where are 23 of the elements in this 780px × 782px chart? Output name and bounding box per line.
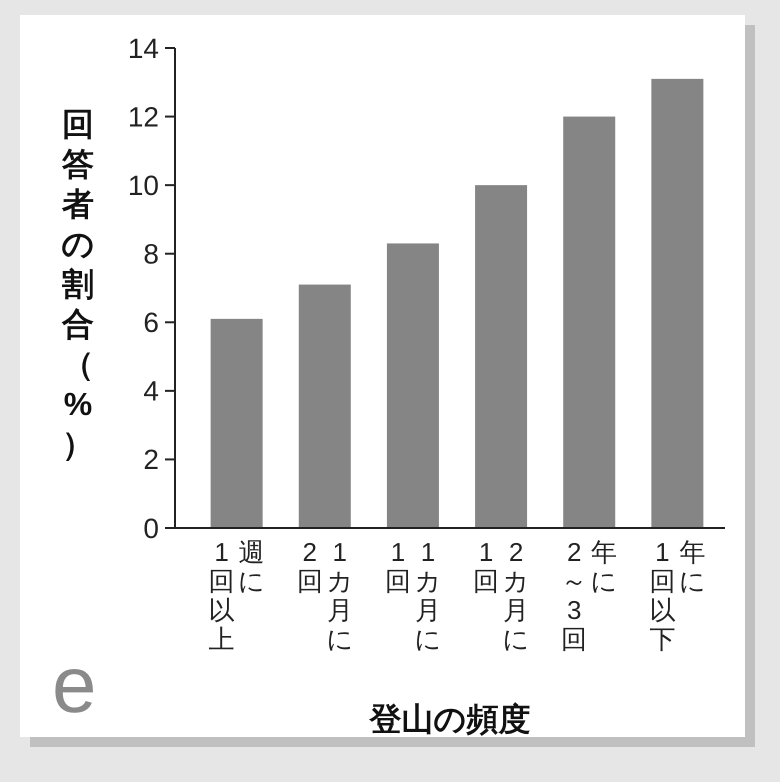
- text: e: [52, 640, 96, 729]
- y-tick-label: 12: [128, 101, 159, 132]
- bar: [386, 243, 439, 528]
- y-tick-label: 8: [143, 238, 159, 270]
- y-tick-label: 6: [143, 307, 159, 338]
- category-label: 2カ月に 1回: [473, 537, 530, 654]
- bar: [651, 78, 704, 528]
- y-tick-label: 4: [143, 376, 159, 407]
- x-tick-label: 年に 2～3回: [561, 537, 618, 654]
- x-tick-label: 年に 1回以下: [649, 537, 706, 654]
- bar: [298, 284, 351, 528]
- category-label: 1カ月に 2回: [296, 537, 354, 654]
- bar: [563, 116, 616, 528]
- y-tick-label: 14: [128, 32, 159, 64]
- x-tick-label: 週に 1回以上: [208, 537, 266, 654]
- x-axis-title: 登山の頻度: [368, 701, 530, 737]
- y-tick-label: 0: [143, 512, 159, 544]
- y-tick-label: 2: [143, 444, 159, 476]
- y-tick-label: 10: [128, 170, 159, 201]
- category-label: 1カ月に 1回: [384, 537, 442, 654]
- bar: [475, 185, 528, 528]
- bar: [210, 318, 263, 528]
- text: 回答者の割合（%）: [62, 106, 94, 462]
